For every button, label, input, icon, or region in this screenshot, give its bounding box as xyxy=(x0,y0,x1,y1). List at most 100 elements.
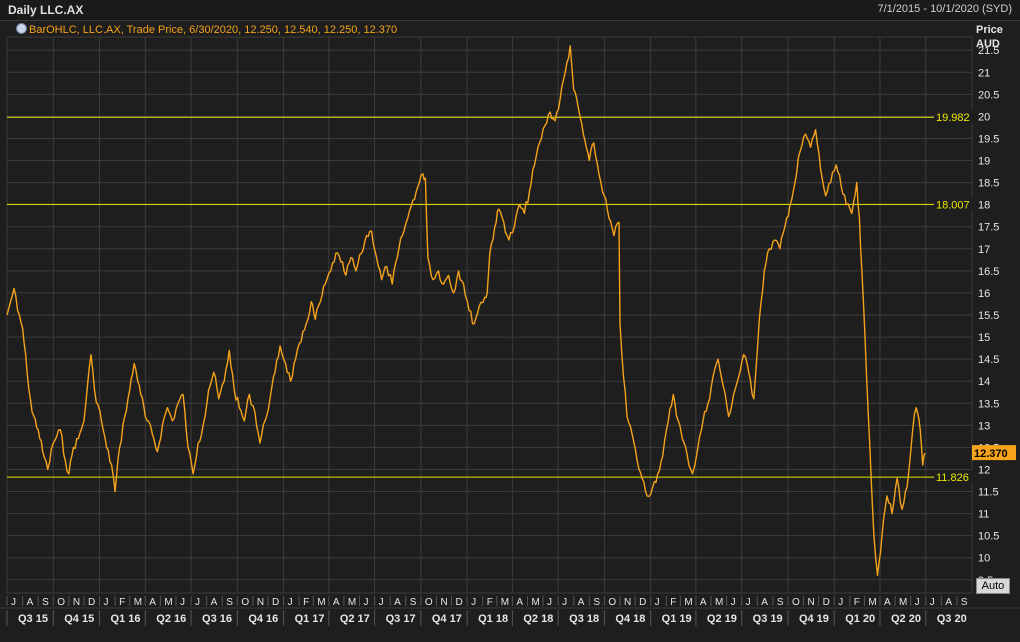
reference-line-label: 18.007 xyxy=(936,199,970,211)
y-tick-label: 13 xyxy=(978,420,990,432)
x-month-label: A xyxy=(516,597,523,608)
reference-label-bg xyxy=(934,110,976,124)
x-month-label: J xyxy=(180,597,185,608)
x-quarter-label: Q2 17 xyxy=(340,613,370,625)
x-month-label: A xyxy=(761,597,768,608)
x-month-label: M xyxy=(501,597,509,608)
y-tick-label: 19.5 xyxy=(978,133,999,145)
x-quarter-label: Q1 19 xyxy=(662,613,692,625)
x-quarter-label: Q2 16 xyxy=(156,613,186,625)
x-month-label: F xyxy=(119,597,125,608)
x-month-label: M xyxy=(531,597,539,608)
x-month-label: M xyxy=(348,597,356,608)
x-month-label: S xyxy=(593,597,600,608)
x-quarter-label: Q2 20 xyxy=(891,613,921,625)
x-month-label: J xyxy=(655,597,660,608)
x-month-label: O xyxy=(241,597,249,608)
y-tick-label: 21 xyxy=(978,67,990,79)
x-month-label: S xyxy=(961,597,968,608)
x-month-label: F xyxy=(487,597,493,608)
x-month-label: J xyxy=(288,597,293,608)
last-price-label: 12.370 xyxy=(974,448,1008,460)
x-month-label: J xyxy=(562,597,567,608)
x-month-label: N xyxy=(257,597,264,608)
x-month-label: S xyxy=(410,597,417,608)
x-month-label: A xyxy=(884,597,891,608)
title-bar: Daily LLC.AX 7/1/2015 - 10/1/2020 (SYD) xyxy=(0,0,1020,21)
x-quarter-label: Q1 17 xyxy=(295,613,325,625)
x-month-label: A xyxy=(945,597,952,608)
y-tick-label: 11.5 xyxy=(978,487,999,499)
y-tick-label: 17.5 xyxy=(978,222,999,234)
legend-text: BarOHLC, LLC.AX, Trade Price, 6/30/2020,… xyxy=(29,24,398,36)
x-month-label: M xyxy=(868,597,876,608)
x-month-label: J xyxy=(364,597,369,608)
x-month-label: N xyxy=(624,597,631,608)
x-quarter-label: Q3 18 xyxy=(569,613,599,625)
x-month-label: M xyxy=(715,597,723,608)
x-month-label: J xyxy=(838,597,843,608)
series-legend[interactable]: BarOHLC, LLC.AX, Trade Price, 6/30/2020,… xyxy=(16,23,397,36)
auto-scale-button[interactable]: Auto xyxy=(976,578,1010,594)
y-tick-label: 13.5 xyxy=(978,398,999,410)
y-tick-label: 14 xyxy=(978,376,990,388)
chart-title: Daily LLC.AX xyxy=(8,3,84,17)
y-tick-label: 14.5 xyxy=(978,354,999,366)
y-tick-label: 21.5 xyxy=(978,45,999,57)
x-month-label: O xyxy=(608,597,616,608)
x-month-label: O xyxy=(792,597,800,608)
x-month-label: D xyxy=(456,597,463,608)
reference-label-bg xyxy=(934,470,976,484)
ohlc-bar-icon xyxy=(16,23,27,34)
x-month-label: M xyxy=(134,597,142,608)
x-quarter-label: Q2 18 xyxy=(523,613,553,625)
x-month-label: N xyxy=(808,597,815,608)
x-month-label: N xyxy=(440,597,447,608)
x-quarter-label: Q3 19 xyxy=(753,613,783,625)
x-month-label: J xyxy=(746,597,751,608)
y-tick-label: 20.5 xyxy=(978,89,999,101)
x-quarter-label: Q4 18 xyxy=(615,613,645,625)
x-month-label: A xyxy=(149,597,156,608)
x-quarter-label: Q4 15 xyxy=(64,613,94,625)
x-quarter-label: Q2 19 xyxy=(707,613,737,625)
x-quarter-label: Q1 16 xyxy=(111,613,141,625)
x-month-label: A xyxy=(700,597,707,608)
x-quarter-label: Q3 15 xyxy=(18,613,48,625)
x-month-label: D xyxy=(639,597,646,608)
x-month-label: A xyxy=(394,597,401,608)
y-axis-label: Price xyxy=(976,24,1003,36)
y-tick-label: 16 xyxy=(978,288,990,300)
y-tick-label: 11 xyxy=(978,509,989,521)
x-month-label: M xyxy=(317,597,325,608)
x-month-label: J xyxy=(11,597,16,608)
x-month-label: F xyxy=(854,597,860,608)
x-month-label: J xyxy=(915,597,920,608)
y-tick-label: 15.5 xyxy=(978,310,999,322)
x-month-label: J xyxy=(930,597,935,608)
x-month-label: J xyxy=(547,597,552,608)
x-quarter-label: Q4 17 xyxy=(432,613,462,625)
x-month-label: O xyxy=(425,597,433,608)
reference-label-bg xyxy=(934,197,976,211)
y-tick-label: 10.5 xyxy=(978,531,999,543)
date-range[interactable]: 7/1/2015 - 10/1/2020 (SYD) xyxy=(877,3,1012,15)
y-tick-label: 10 xyxy=(978,553,990,565)
last-price-marker xyxy=(972,445,1016,461)
x-quarter-label: Q3 17 xyxy=(386,613,416,625)
y-tick-label: 17 xyxy=(978,244,990,256)
x-quarter-label: Q1 18 xyxy=(478,613,508,625)
y-tick-label: 16.5 xyxy=(978,266,999,278)
x-quarter-label: Q4 16 xyxy=(248,613,278,625)
y-tick-label: 18.5 xyxy=(978,178,999,190)
x-quarter-label: Q4 19 xyxy=(799,613,829,625)
x-month-label: S xyxy=(777,597,784,608)
x-month-label: A xyxy=(211,597,218,608)
x-month-label: J xyxy=(104,597,109,608)
y-tick-label: 20 xyxy=(978,111,990,123)
x-month-label: D xyxy=(88,597,95,608)
x-quarter-label: Q1 20 xyxy=(845,613,875,625)
y-tick-label: 19 xyxy=(978,156,990,168)
